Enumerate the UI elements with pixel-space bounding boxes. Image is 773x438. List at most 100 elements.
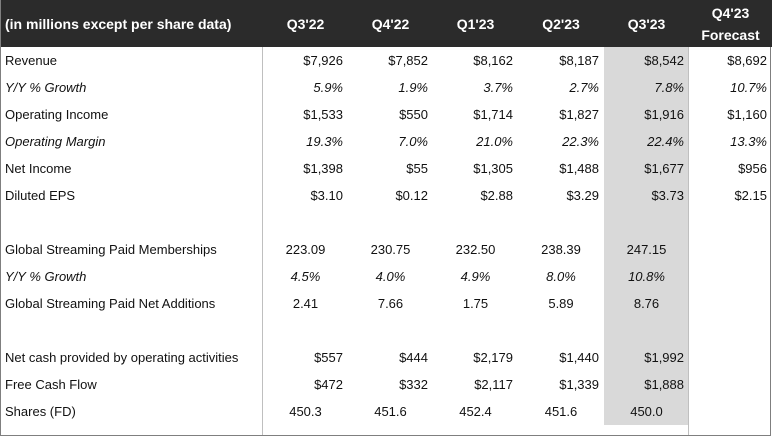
- value-cell: $3.29: [566, 188, 599, 203]
- value-cell: $1,488: [559, 161, 599, 176]
- spacer-cell: [518, 317, 604, 344]
- spacer-cell: [263, 317, 348, 344]
- row-label: Global Streaming Paid Net Additions: [5, 296, 216, 311]
- value-cell: $2.88: [480, 188, 513, 203]
- value-cell: 5.89: [548, 296, 574, 311]
- value-cell: $7,926: [303, 53, 343, 68]
- value-cell: 4.0%: [375, 269, 406, 284]
- value-cell: 13.3%: [730, 134, 767, 149]
- value-cell: $1,533: [303, 107, 343, 122]
- value-cell: [689, 344, 772, 371]
- spacer-cell: [348, 209, 433, 236]
- table-row: Global Streaming Paid Net Additions 2.41 7…: [1, 290, 772, 317]
- header-q1-23: Q1'23: [433, 0, 518, 47]
- value-cell: 451.6: [374, 404, 407, 419]
- spacer-cell: [1, 317, 263, 344]
- table-row: Free Cash Flow $472 $332 $2,117 $1,339 $1,888: [1, 371, 772, 398]
- value-cell: $3.73: [604, 182, 689, 209]
- value-cell: $8,187: [559, 53, 599, 68]
- column-divider: [262, 47, 263, 435]
- value-cell: $444: [399, 350, 428, 365]
- value-cell: 450.0: [604, 398, 689, 425]
- value-cell: 8.0%: [546, 269, 576, 284]
- spacer-row: [1, 209, 772, 236]
- value-cell: 4.5%: [290, 269, 321, 284]
- value-cell: 3.7%: [483, 80, 513, 95]
- table-row: Net cash provided by operating activitie…: [1, 344, 772, 371]
- value-cell: $7,852: [388, 53, 428, 68]
- row-label: Operating Income: [5, 107, 109, 122]
- value-cell: $1,714: [473, 107, 513, 122]
- value-cell: $8,162: [473, 53, 513, 68]
- value-cell: $332: [399, 377, 428, 392]
- value-cell: $1,160: [727, 107, 767, 122]
- value-cell: $1,916: [604, 101, 689, 128]
- value-cell: 7.66: [377, 296, 404, 311]
- spacer-cell: [604, 209, 689, 236]
- header-q3-22: Q3'22: [263, 0, 348, 47]
- value-cell: [689, 263, 772, 290]
- row-label: Revenue: [5, 53, 58, 68]
- spacer-cell: [433, 209, 518, 236]
- table-row: Operating Margin 19.3% 7.0% 21.0% 22.3% 22.4%…: [1, 128, 772, 155]
- value-cell: $550: [399, 107, 428, 122]
- table-row: Revenue $7,926 $7,852 $8,162 $8,187 $8,542 $8,…: [1, 47, 772, 74]
- value-cell: [689, 398, 772, 425]
- value-cell: [689, 290, 772, 317]
- value-cell: 450.3: [289, 404, 322, 419]
- header-row: (in millions except per share data) Q3'2…: [1, 0, 772, 47]
- value-cell: 452.4: [459, 404, 492, 419]
- spacer-row: [1, 317, 772, 344]
- table-row: Operating Income $1,533 $550 $1,714 $1,827 $1…: [1, 101, 772, 128]
- value-cell: 1.75: [462, 296, 489, 311]
- value-cell: [689, 371, 772, 398]
- header-q4-22: Q4'22: [348, 0, 433, 47]
- spacer-cell: [689, 317, 772, 344]
- table-row: Global Streaming Paid Memberships 223.09 2…: [1, 236, 772, 263]
- value-cell: 2.7%: [569, 80, 599, 95]
- table-row: Y/Y % Growth 4.5% 4.0% 4.9% 8.0% 10.8%: [1, 263, 772, 290]
- value-cell: 8.76: [604, 290, 689, 317]
- column-divider: [688, 47, 689, 435]
- value-cell: 10.7%: [730, 80, 767, 95]
- row-label: Y/Y % Growth: [5, 80, 87, 95]
- table-row: Diluted EPS $3.10 $0.12 $2.88 $3.29 $3.73 $2.1…: [1, 182, 772, 209]
- value-cell: $8,542: [604, 47, 689, 74]
- value-cell: 21.0%: [476, 134, 513, 149]
- value-cell: 230.75: [370, 242, 411, 257]
- spacer-cell: [433, 317, 518, 344]
- row-label: Operating Margin: [5, 134, 106, 149]
- value-cell: $1,339: [559, 377, 599, 392]
- row-label: Global Streaming Paid Memberships: [5, 242, 217, 257]
- header-label: (in millions except per share data): [1, 0, 263, 47]
- financial-summary-table: (in millions except per share data) Q3'2…: [1, 0, 772, 425]
- value-cell: 22.3%: [562, 134, 599, 149]
- row-label: Net cash provided by operating activitie…: [5, 350, 239, 365]
- table-row: Y/Y % Growth 5.9% 1.9% 3.7% 2.7% 7.8% 10.7%: [1, 74, 772, 101]
- value-cell: 1.9%: [398, 80, 428, 95]
- value-cell: $1,305: [473, 161, 513, 176]
- header-forecast-quarter: Q4'23: [711, 4, 750, 21]
- row-label: Shares (FD): [5, 404, 76, 419]
- value-cell: $0.12: [395, 188, 428, 203]
- spacer-cell: [689, 209, 772, 236]
- value-cell: $1,827: [559, 107, 599, 122]
- spacer-cell: [604, 317, 689, 344]
- table-row: Shares (FD) 450.3 451.6 452.4 451.6 450.0: [1, 398, 772, 425]
- header-q4-23-forecast: Q4'23 Forecast: [689, 0, 772, 47]
- row-label: Y/Y % Growth: [5, 269, 87, 284]
- value-cell: 223.09: [285, 242, 326, 257]
- value-cell: 7.8%: [604, 74, 689, 101]
- value-cell: $1,398: [303, 161, 343, 176]
- value-cell: 10.8%: [604, 263, 689, 290]
- value-cell: 238.39: [541, 242, 581, 257]
- row-label: Net Income: [5, 161, 72, 176]
- value-cell: $472: [314, 377, 343, 392]
- row-label: Free Cash Flow: [5, 377, 97, 392]
- value-cell: $1,888: [604, 371, 689, 398]
- value-cell: 451.6: [544, 404, 578, 419]
- spacer-cell: [348, 317, 433, 344]
- value-cell: $956: [738, 161, 767, 176]
- value-cell: 232.50: [455, 242, 496, 257]
